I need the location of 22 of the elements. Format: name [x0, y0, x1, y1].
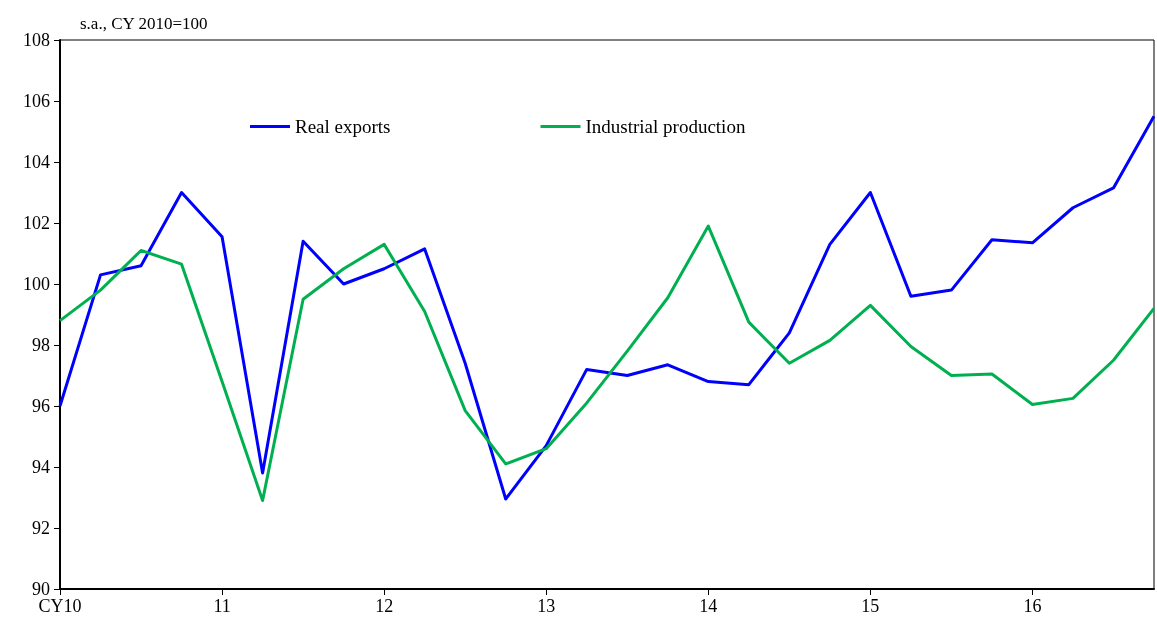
x-tick-label: 15	[861, 596, 880, 616]
y-tick-label: 98	[32, 335, 50, 355]
y-tick-label: 104	[23, 152, 50, 172]
legend-label: Industrial production	[585, 116, 746, 137]
x-tick-label: 16	[1023, 596, 1042, 616]
x-tick-label: CY10	[38, 596, 82, 616]
line-series	[58, 224, 1156, 503]
x-tick-label: 11	[213, 596, 231, 616]
legend-label: Real exports	[295, 116, 391, 137]
y-tick-label: 102	[23, 213, 50, 233]
y-tick-label: 94	[32, 457, 50, 477]
x-tick-label: 13	[537, 596, 556, 616]
y-tick-label: 100	[23, 274, 50, 294]
y-tick-label: 90	[32, 579, 50, 599]
y-tick-label: 96	[32, 396, 50, 416]
y-tick-label: 108	[23, 30, 50, 50]
x-tick-label: 12	[375, 596, 394, 616]
y-tick-label: 106	[23, 91, 50, 111]
y-axis-title: s.a., CY 2010=100	[80, 14, 208, 33]
line-series	[58, 114, 1156, 501]
x-tick-label: 14	[699, 596, 718, 616]
y-tick-label: 92	[32, 518, 50, 538]
